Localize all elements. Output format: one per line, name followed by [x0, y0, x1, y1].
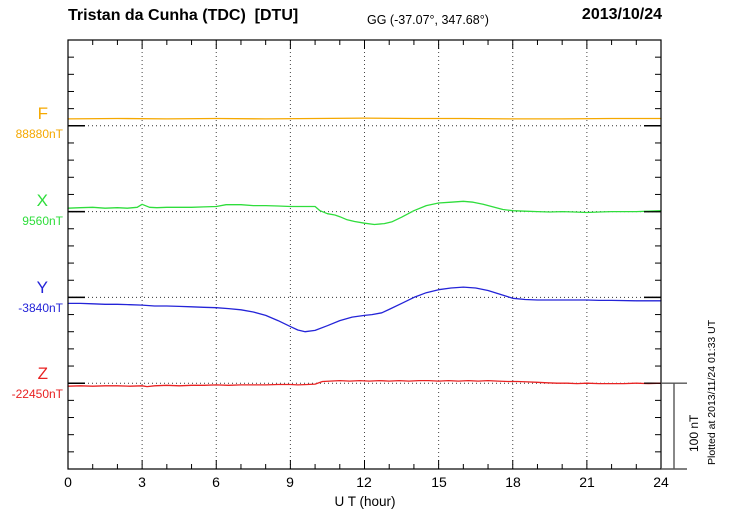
component-base-f: 88880nT	[15, 127, 63, 141]
x-tick-15: 15	[431, 474, 447, 490]
x-tick-3: 3	[138, 474, 146, 490]
component-label-y: Y	[36, 278, 48, 297]
component-base-y: -3840nT	[18, 301, 63, 315]
component-base-x: 9560nT	[22, 214, 63, 228]
component-label-z: Z	[37, 364, 48, 383]
date-label: 2013/10/24	[581, 6, 662, 23]
component-label-x: X	[36, 191, 48, 210]
station-title: Tristan da Cunha (TDC) [DTU]	[68, 7, 299, 24]
x-tick-6: 6	[212, 474, 220, 490]
x-axis-label: U T (hour)	[334, 494, 396, 509]
geographic-coordinates: GG (-37.07°, 347.68°)	[367, 13, 489, 27]
scale-bar-label: 100 nT	[687, 414, 701, 452]
x-tick-18: 18	[505, 474, 521, 490]
x-tick-0: 0	[64, 474, 72, 490]
x-tick-12: 12	[356, 474, 372, 490]
plot-timestamp: Plotted at 2013/11/24 01:33 UT	[706, 319, 718, 465]
component-label-f: F	[37, 104, 48, 123]
component-base-z: -22450nT	[11, 387, 63, 401]
x-tick-24: 24	[653, 474, 669, 490]
x-tick-9: 9	[286, 474, 294, 490]
x-tick-21: 21	[579, 474, 595, 490]
